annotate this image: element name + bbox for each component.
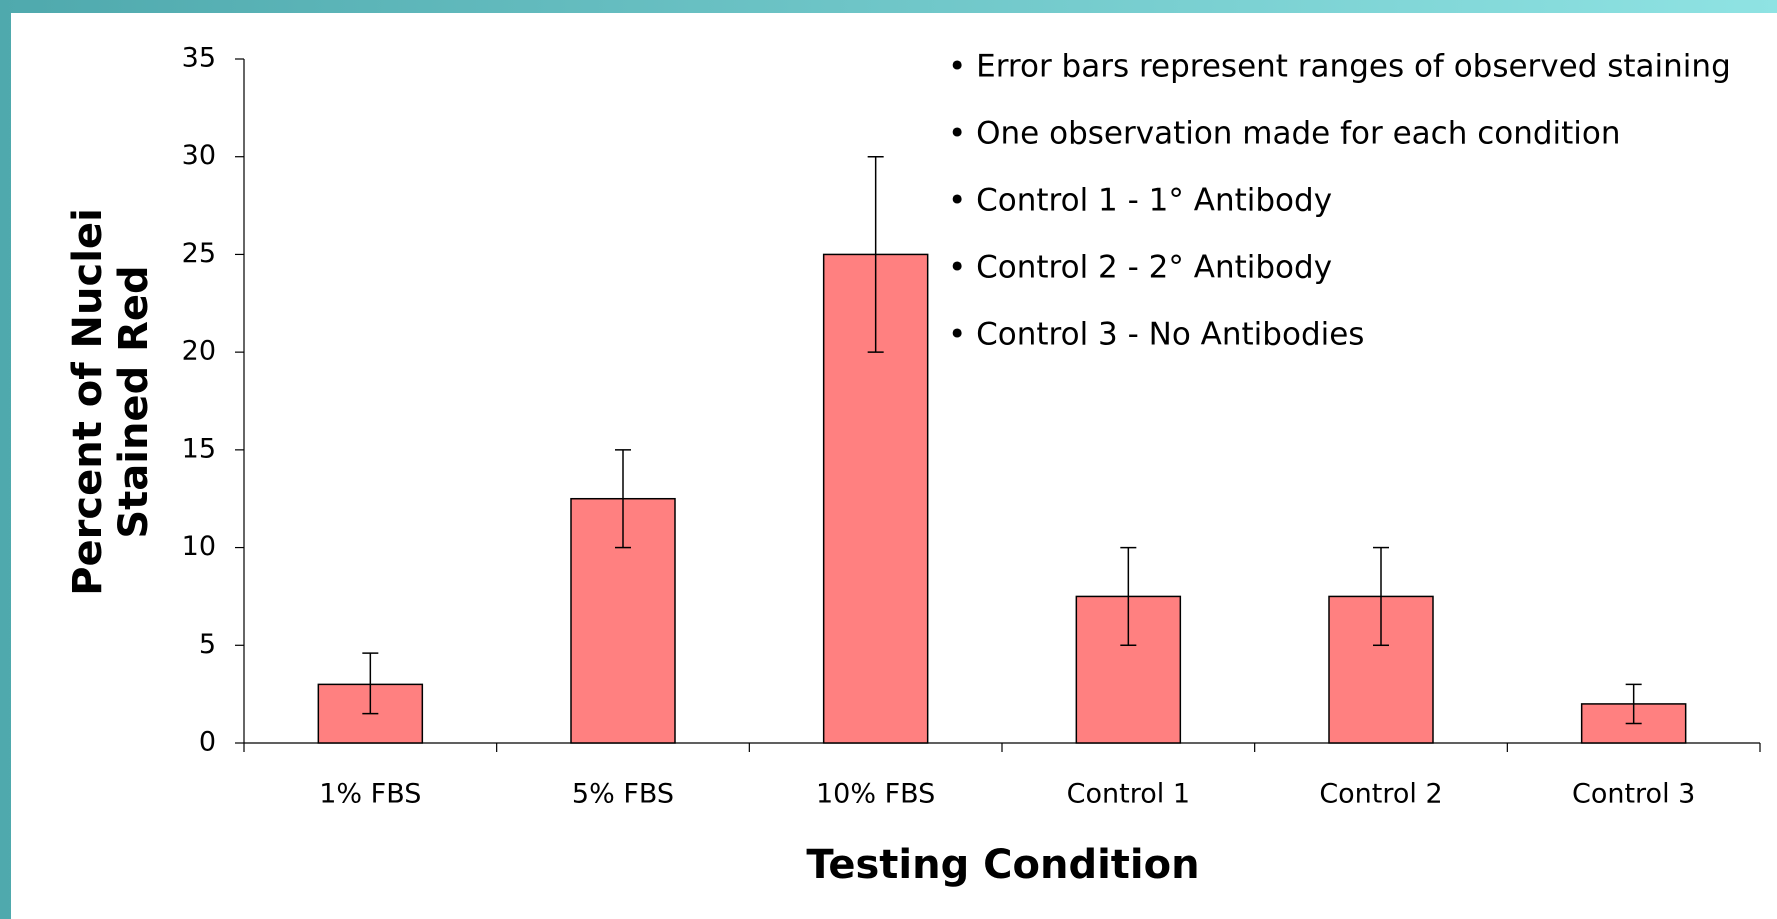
y-tick-label: 20: [182, 336, 216, 367]
annotation: • Control 1 - 1° Antibody: [948, 183, 1332, 219]
annotation: • Error bars represent ranges of observe…: [948, 49, 1731, 85]
y-tick-label: 35: [182, 43, 216, 74]
y-tick-label: 15: [182, 433, 216, 464]
x-tick-label: Control 3: [1572, 779, 1695, 810]
annotation: • One observation made for each conditio…: [948, 116, 1621, 152]
y-tick-label: 10: [182, 531, 216, 562]
y-axis-title: Percent of Nuclei Stained Red: [65, 208, 157, 596]
y-tick-label: 5: [199, 629, 216, 660]
x-tick-label: 10% FBS: [816, 779, 935, 810]
x-tick-label: Control 2: [1319, 779, 1442, 810]
y-axis-title-line: Percent of Nuclei: [65, 208, 111, 596]
y-axis-title-line: Stained Red: [111, 265, 157, 538]
x-tick-label: 5% FBS: [572, 779, 674, 810]
y-tick-label: 25: [182, 238, 216, 269]
x-tick-label: Control 1: [1067, 779, 1190, 810]
x-axis-title: Testing Condition: [806, 842, 1199, 888]
x-tick-label: 1% FBS: [319, 779, 421, 810]
annotation: • Control 3 - No Antibodies: [948, 317, 1364, 353]
y-tick-label: 30: [182, 140, 216, 171]
annotation: • Control 2 - 2° Antibody: [948, 250, 1332, 286]
y-tick-label: 0: [199, 727, 216, 758]
